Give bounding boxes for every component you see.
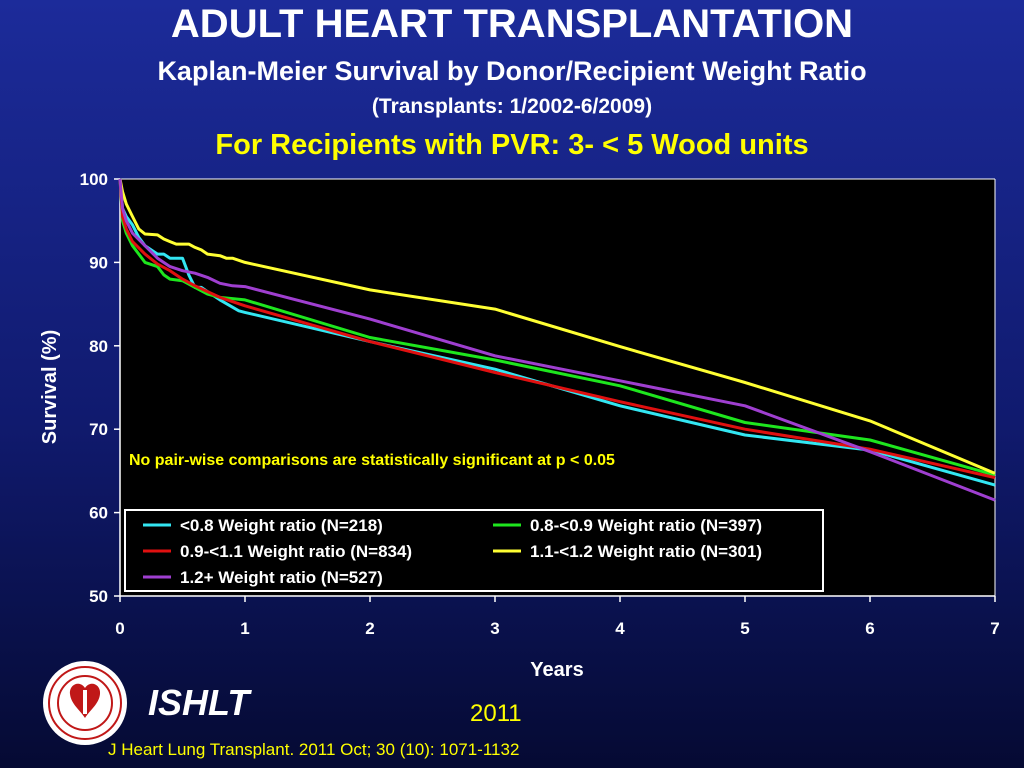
legend: <0.8 Weight ratio (N=218) 0.8-<0.9 Weight… [124, 509, 824, 592]
x-tick-label: 4 [615, 619, 625, 638]
legend-label-4: 1.2+ Weight ratio (N=527) [180, 568, 383, 587]
legend-label-3: 1.1-<1.2 Weight ratio (N=301) [530, 542, 762, 561]
x-tick-label: 2 [365, 619, 374, 638]
x-tick-label: 3 [490, 619, 499, 638]
significance-note: No pair-wise comparisons are statistical… [129, 452, 615, 469]
x-tick-label: 0 [115, 619, 124, 638]
journal-citation: J Heart Lung Transplant. 2011 Oct; 30 (1… [108, 740, 520, 759]
ishlt-logo [43, 661, 127, 745]
x-tick-label: 6 [865, 619, 874, 638]
y-tick-label: 80 [89, 337, 108, 356]
chart-axes: 50 60 70 80 90 100 0 1 2 3 4 5 6 7 [80, 170, 1000, 638]
y-tick-label: 50 [89, 587, 108, 606]
report-year: 2011 [470, 700, 522, 727]
slide-title: ADULT HEART TRANSPLANTATION [170, 2, 854, 46]
series-line-4 [118, 178, 996, 502]
x-tick-label: 1 [240, 619, 249, 638]
y-axis-title: Survival (%) [39, 330, 61, 444]
y-tick-label: 100 [80, 170, 108, 189]
y-tick-label: 70 [89, 420, 108, 439]
series-line-3 [118, 178, 996, 475]
legend-label-1: 0.8-<0.9 Weight ratio (N=397) [530, 516, 762, 535]
y-tick-label: 60 [89, 504, 108, 523]
x-tick-label: 7 [990, 619, 999, 638]
x-tick-label: 5 [740, 619, 749, 638]
series-lines [118, 178, 996, 502]
pvr-subtitle: For Recipients with PVR: 3- < 5 Wood uni… [215, 129, 809, 161]
slide-subtitle: Kaplan-Meier Survival by Donor/Recipient… [157, 56, 867, 86]
legend-box [124, 509, 824, 592]
x-axis-title: Years [530, 659, 583, 681]
legend-items: <0.8 Weight ratio (N=218) 0.8-<0.9 Weight… [143, 516, 762, 587]
y-tick-label: 90 [89, 253, 108, 272]
series-line-2 [118, 178, 996, 480]
legend-label-2: 0.9-<1.1 Weight ratio (N=834) [180, 542, 412, 561]
ishlt-brand: ISHLT [148, 682, 250, 723]
transplant-date-range: (Transplants: 1/2002-6/2009) [371, 95, 653, 118]
legend-label-0: <0.8 Weight ratio (N=218) [180, 516, 383, 535]
